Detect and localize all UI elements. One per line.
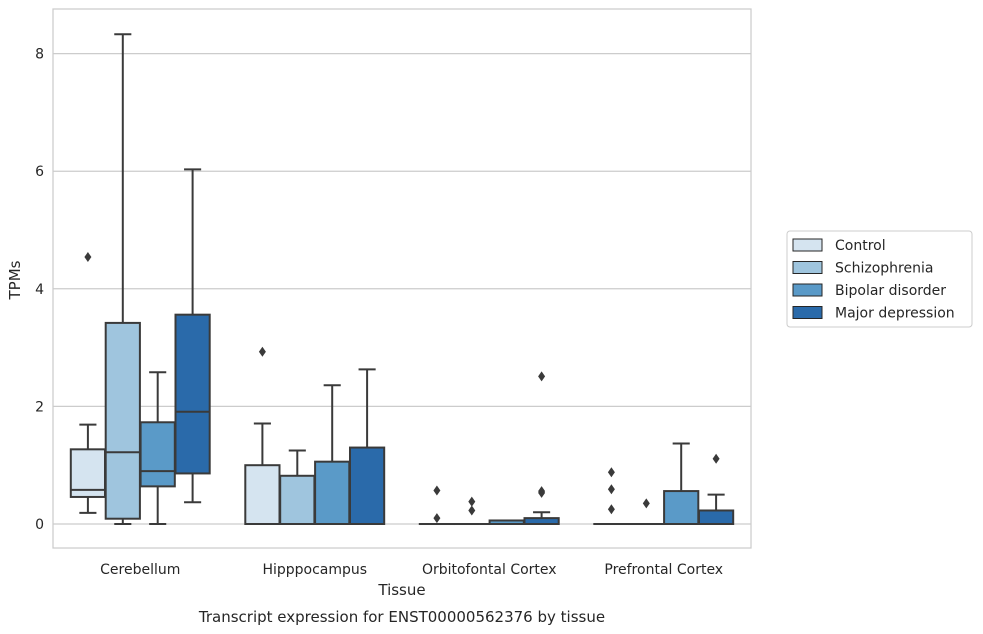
legend-swatch — [792, 306, 823, 319]
outlier-point — [468, 505, 476, 516]
y-tick-label: 8 — [35, 47, 44, 63]
box-body — [697, 509, 735, 526]
x-tick-label: Prefrontal Cortex — [604, 562, 723, 578]
legend-item: Schizophrenia — [792, 261, 933, 277]
box-0-3 — [174, 168, 211, 504]
box-0-2 — [139, 371, 176, 525]
outlier-point — [258, 346, 266, 357]
x-axis-label: Tissue — [377, 581, 425, 599]
box-0-1 — [104, 33, 141, 525]
legend-label: Control — [835, 238, 886, 254]
box-body — [279, 474, 316, 525]
box-3-1 — [628, 498, 665, 526]
legend-item: Major depression — [792, 306, 955, 322]
box-3-2 — [663, 442, 700, 525]
box-body — [314, 460, 351, 525]
outlier-point — [607, 467, 615, 478]
legend-item: Bipolar disorder — [792, 283, 946, 299]
box-2-2 — [488, 519, 525, 525]
legend-swatch — [792, 238, 823, 252]
box-2-0 — [418, 485, 456, 526]
x-tick-label: Hipppocampus — [262, 562, 367, 578]
outlier-point — [607, 504, 615, 515]
y-tick-label: 0 — [35, 517, 44, 533]
x-tick-label: Cerebellum — [100, 562, 180, 578]
legend-swatch — [792, 283, 823, 297]
outlier-point — [433, 513, 441, 524]
y-tick-label: 6 — [35, 164, 44, 180]
outlier-point — [538, 371, 546, 382]
outlier-point — [607, 484, 615, 495]
plot-frame — [52, 8, 752, 549]
legend-label: Major depression — [835, 306, 955, 322]
outlier-point — [538, 486, 546, 497]
y-axis-ticks: 0 2 4 6 8 — [35, 47, 44, 533]
box-body — [139, 421, 176, 488]
legend-frame — [786, 230, 973, 328]
legend: Control Schizophrenia Bipolar disorder Majo… — [786, 230, 973, 328]
chart-caption: Transcript expression for ENST0000056237… — [198, 608, 605, 626]
box-2-1 — [453, 496, 490, 526]
box-3-0 — [593, 467, 630, 526]
box-2-3 — [523, 371, 560, 525]
y-tick-label: 4 — [35, 282, 44, 298]
outlier-point — [84, 252, 92, 263]
box-1-3 — [348, 368, 386, 525]
legend-label: Schizophrenia — [835, 261, 933, 277]
box-1-0 — [244, 346, 281, 526]
outlier-point — [433, 485, 441, 496]
legend-item: Control — [792, 238, 886, 254]
y-axis-label: TPMs — [6, 260, 24, 300]
legend-label: Bipolar disorder — [835, 283, 946, 299]
box-body — [104, 321, 141, 520]
y-tick-label: 2 — [35, 399, 44, 415]
box-0-0 — [69, 252, 107, 514]
box-1-1 — [279, 449, 316, 525]
box-body — [174, 313, 211, 475]
outlier-point — [642, 498, 650, 509]
box-body — [663, 490, 700, 525]
box-body — [348, 446, 386, 525]
box-body — [244, 464, 281, 526]
x-axis-ticks: Cerebellum Hipppocampus Orbitofontal Corte… — [100, 562, 723, 578]
box-3-3 — [697, 453, 735, 526]
box-plots — [69, 33, 735, 526]
outlier-point — [712, 453, 720, 464]
outlier-point — [468, 496, 476, 507]
box-1-2 — [314, 384, 351, 525]
legend-swatch — [792, 261, 823, 274]
x-tick-label: Orbitofontal Cortex — [422, 562, 557, 578]
